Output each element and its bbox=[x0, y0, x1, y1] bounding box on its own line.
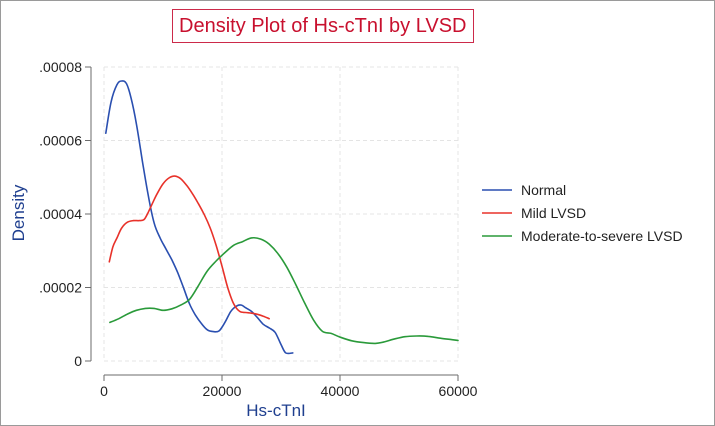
x-tick-label: 40000 bbox=[321, 383, 360, 399]
series-line-2 bbox=[108, 175, 270, 320]
y-tick-label: .00006 bbox=[39, 133, 82, 149]
x-tick-label: 60000 bbox=[439, 383, 478, 399]
series-line-3 bbox=[109, 236, 459, 345]
y-tick-label: 0 bbox=[74, 353, 82, 369]
legend-label: Moderate-to-severe LVSD bbox=[521, 228, 683, 244]
y-axis-title: Density bbox=[9, 184, 28, 241]
y-tick-label: .00002 bbox=[39, 280, 82, 296]
legend-label: Normal bbox=[521, 182, 566, 198]
x-axis-title: Hs-cTnI bbox=[246, 401, 306, 420]
legend-label: Mild LVSD bbox=[521, 205, 586, 221]
series-line-1 bbox=[105, 80, 294, 355]
chart-title: Density Plot of Hs-cTnI by LVSD bbox=[172, 9, 474, 43]
y-tick-label: .00008 bbox=[39, 59, 82, 75]
x-tick-label: 20000 bbox=[203, 383, 242, 399]
x-tick-label: 0 bbox=[100, 383, 108, 399]
y-tick-label: .00004 bbox=[39, 206, 82, 222]
